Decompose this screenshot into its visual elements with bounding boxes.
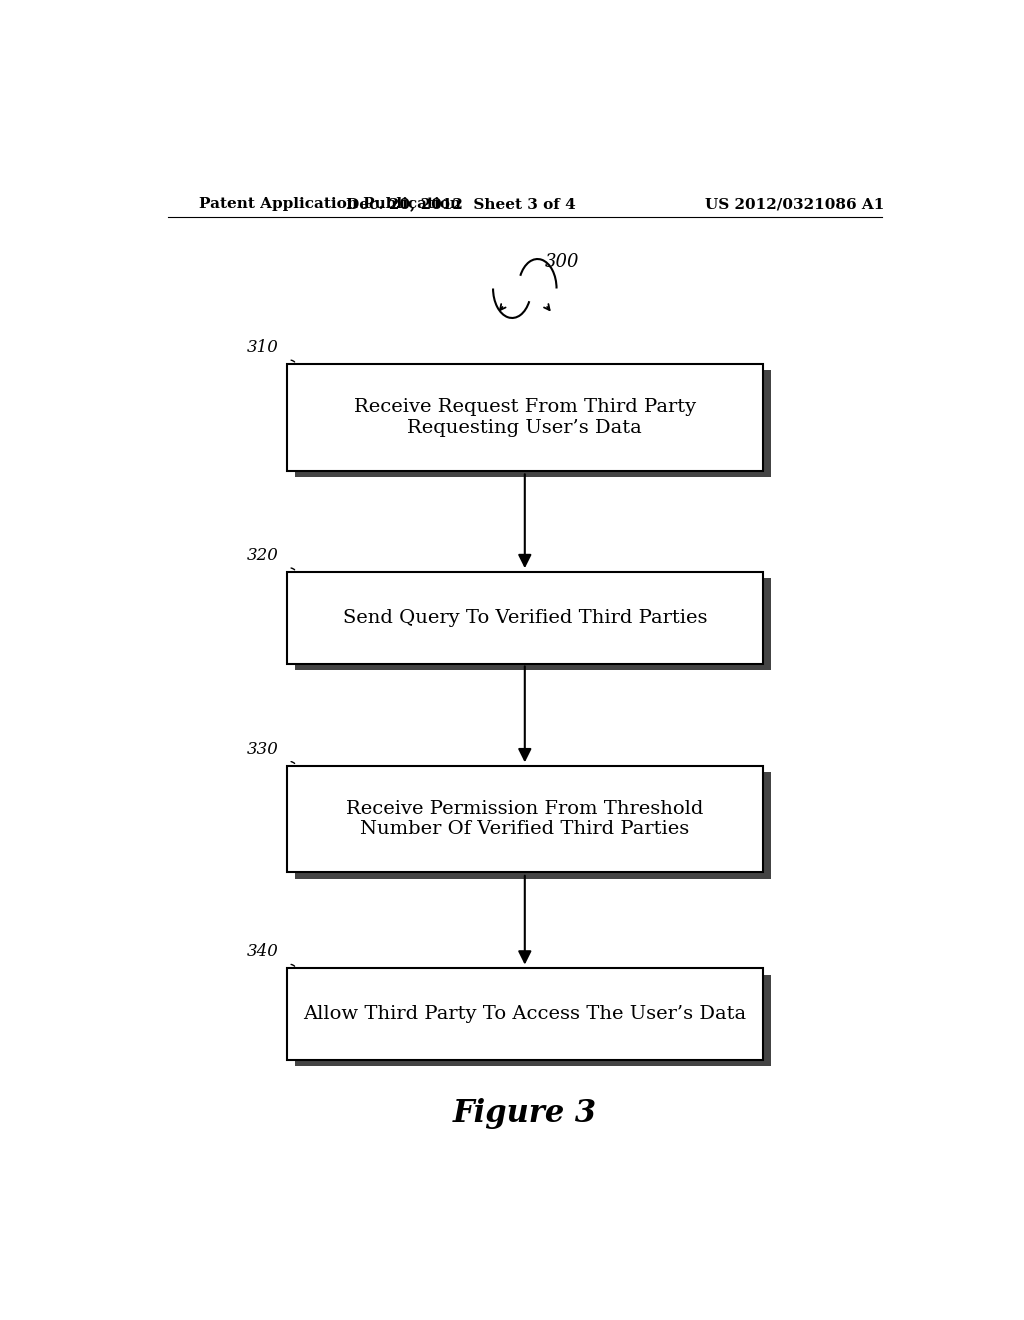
Bar bbox=[295, 578, 771, 669]
Text: Receive Request From Third Party
Requesting User’s Data: Receive Request From Third Party Request… bbox=[353, 399, 696, 437]
Text: 330: 330 bbox=[247, 741, 279, 758]
Bar bbox=[287, 364, 763, 471]
Text: Allow Third Party To Access The User’s Data: Allow Third Party To Access The User’s D… bbox=[303, 1006, 746, 1023]
Text: Dec. 20, 2012  Sheet 3 of 4: Dec. 20, 2012 Sheet 3 of 4 bbox=[346, 197, 577, 211]
Text: 300: 300 bbox=[545, 253, 580, 271]
Text: US 2012/0321086 A1: US 2012/0321086 A1 bbox=[705, 197, 885, 211]
Bar bbox=[295, 371, 771, 477]
Bar bbox=[287, 766, 763, 873]
Text: Receive Permission From Threshold
Number Of Verified Third Parties: Receive Permission From Threshold Number… bbox=[346, 800, 703, 838]
Bar bbox=[295, 772, 771, 879]
Text: 310: 310 bbox=[247, 339, 279, 356]
Bar bbox=[287, 572, 763, 664]
Text: 320: 320 bbox=[247, 546, 279, 564]
Text: Figure 3: Figure 3 bbox=[453, 1098, 597, 1130]
Text: Send Query To Verified Third Parties: Send Query To Verified Third Parties bbox=[343, 609, 707, 627]
Bar bbox=[287, 969, 763, 1060]
Text: 340: 340 bbox=[247, 944, 279, 961]
Bar bbox=[295, 974, 771, 1067]
Text: Patent Application Publication: Patent Application Publication bbox=[200, 197, 462, 211]
